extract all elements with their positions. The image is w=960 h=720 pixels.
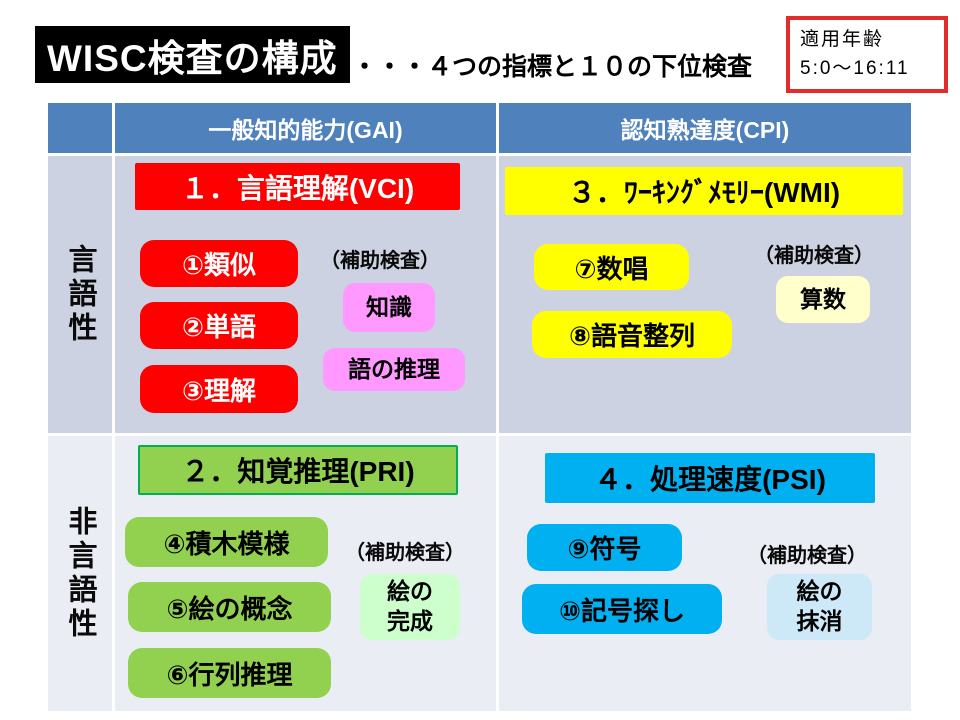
age-range-value: 5:0～16:11: [800, 58, 910, 80]
vci-aux-label: （補助検査）: [320, 250, 440, 272]
slide-title-text: WISC検査の構成: [47, 37, 338, 79]
quadrant-wmi: ３．ﾜｰｷﾝｸﾞﾒﾓﾘｰ(WMI) ⑦数唱 ⑧語音整列 （補助検査） 算数: [499, 156, 911, 433]
psi-aux-label: （補助検査）: [747, 545, 867, 567]
subtest-vocabulary: ②単語: [140, 302, 298, 349]
aux-cancellation: 絵の 抹消: [767, 574, 872, 640]
row-label-verbal: 言語性: [48, 156, 112, 433]
wmi-aux-label: （補助検査）: [754, 245, 874, 267]
slide-subtitle: ・・・４つの指標と１０の下位検査: [352, 53, 753, 81]
age-range-callout: 適用年齢 5:0～16:11: [786, 16, 948, 93]
subtest-picture-concepts: ⑤絵の概念: [128, 582, 331, 632]
psi-heading: ４．処理速度(PSI): [545, 453, 875, 503]
subtest-block-design: ④積木模様: [125, 517, 328, 567]
header-gai: 一般知的能力(GAI): [115, 103, 496, 153]
age-range-label: 適用年齢: [800, 29, 885, 50]
vci-heading: １．言語理解(VCI): [135, 163, 460, 210]
wmi-heading: ３．ﾜｰｷﾝｸﾞﾒﾓﾘｰ(WMI): [505, 167, 903, 215]
quadrant-pri: ２．知覚推理(PRI) ④積木模様 ⑤絵の概念 ⑥行列推理 （補助検査） 絵の …: [115, 436, 496, 711]
pri-heading: ２．知覚推理(PRI): [138, 445, 458, 495]
subtest-coding: ⑨符号: [527, 524, 682, 571]
subtest-symbol-search: ⑩記号探し: [522, 584, 722, 634]
wisc-structure-table: 一般知的能力(GAI) 認知熟達度(CPI) 言語性 １．言語理解(VCI) ①…: [48, 103, 911, 711]
subtest-comprehension: ③理解: [140, 365, 298, 413]
quadrant-vci: １．言語理解(VCI) ①類似 ②単語 ③理解 （補助検査） 知識 語の推理: [115, 156, 496, 433]
aux-picture-completion: 絵の 完成: [360, 574, 460, 640]
header-cpi: 認知熟達度(CPI): [499, 103, 911, 153]
row-label-nonverbal-text: 非言語性: [64, 505, 96, 642]
pri-aux-label: （補助検査）: [345, 542, 465, 564]
subtest-letter-number: ⑧語音整列: [532, 311, 732, 358]
subtest-matrix-reasoning: ⑥行列推理: [128, 648, 331, 698]
quadrant-psi: ４．処理速度(PSI) ⑨符号 ⑩記号探し （補助検査） 絵の 抹消: [499, 436, 911, 711]
slide-title: WISC検査の構成: [35, 26, 350, 83]
aux-information: 知識: [343, 283, 435, 332]
aux-word-reasoning: 語の推理: [323, 348, 465, 391]
header-stub-cell: [48, 103, 112, 153]
aux-arithmetic: 算数: [776, 276, 870, 323]
subtest-similarities: ①類似: [140, 240, 298, 287]
row-label-verbal-text: 言語性: [64, 243, 96, 346]
row-label-nonverbal: 非言語性: [48, 436, 112, 711]
subtest-digit-span: ⑦数唱: [534, 244, 689, 290]
